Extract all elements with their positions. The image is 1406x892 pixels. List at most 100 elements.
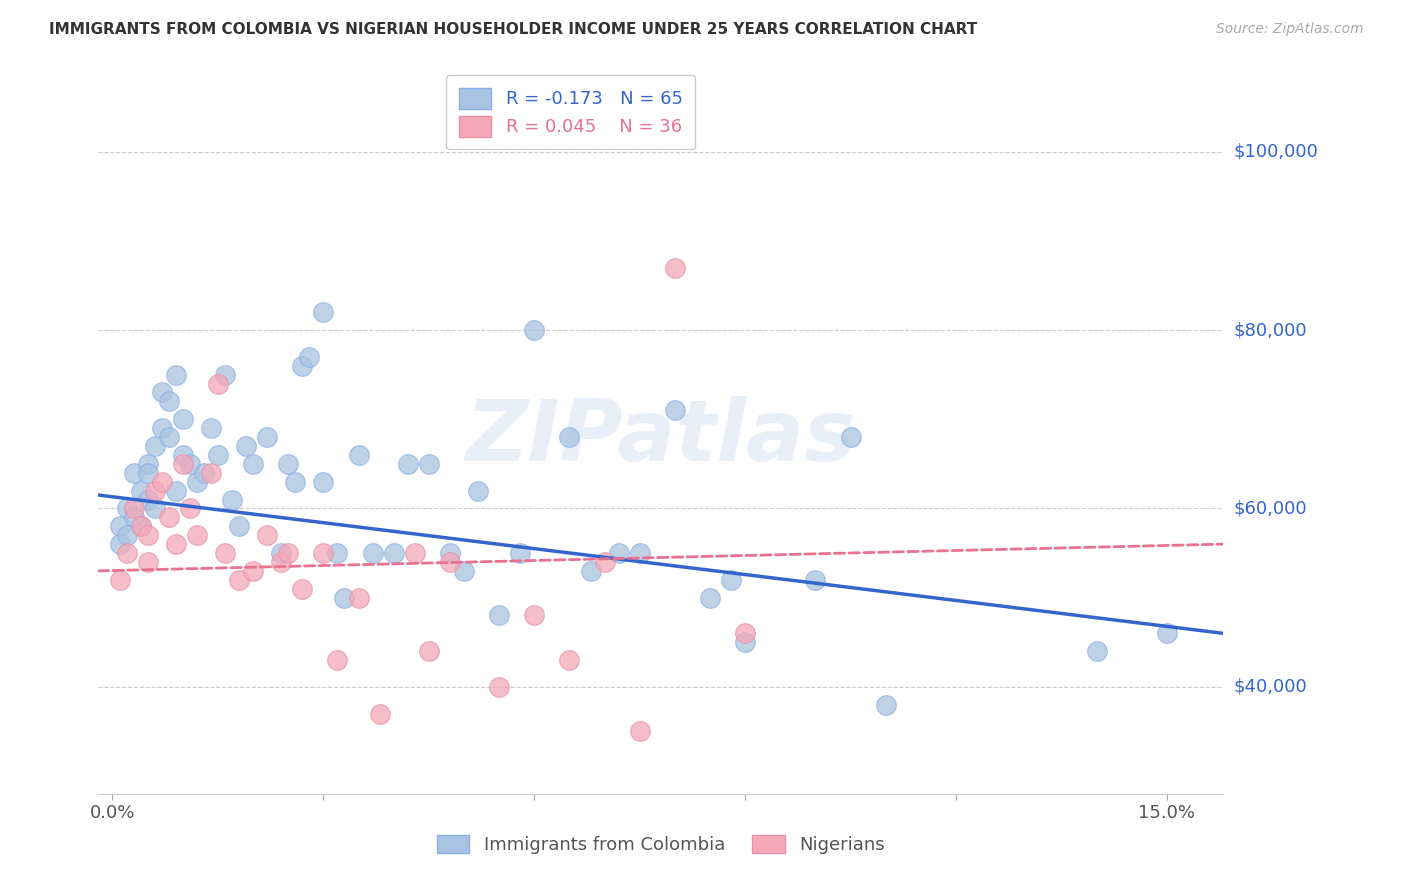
Point xyxy=(453,564,475,578)
Point xyxy=(172,412,194,426)
Point xyxy=(157,394,180,409)
Point xyxy=(607,546,630,560)
Point xyxy=(129,519,152,533)
Point xyxy=(122,466,145,480)
Point xyxy=(179,501,201,516)
Point xyxy=(136,457,159,471)
Point xyxy=(207,448,229,462)
Point xyxy=(115,528,138,542)
Point xyxy=(664,403,686,417)
Legend: Immigrants from Colombia, Nigerians: Immigrants from Colombia, Nigerians xyxy=(427,826,894,863)
Point xyxy=(1156,626,1178,640)
Point xyxy=(242,564,264,578)
Point xyxy=(256,430,278,444)
Point xyxy=(418,644,440,658)
Point xyxy=(270,546,292,560)
Point xyxy=(172,448,194,462)
Point xyxy=(136,555,159,569)
Point xyxy=(136,528,159,542)
Point xyxy=(277,457,299,471)
Point xyxy=(361,546,384,560)
Point xyxy=(579,564,602,578)
Text: Source: ZipAtlas.com: Source: ZipAtlas.com xyxy=(1216,22,1364,37)
Point xyxy=(157,510,180,524)
Point xyxy=(488,680,510,694)
Point xyxy=(136,492,159,507)
Point xyxy=(312,475,335,489)
Point xyxy=(347,591,370,605)
Point xyxy=(875,698,897,712)
Point xyxy=(284,475,307,489)
Point xyxy=(165,483,187,498)
Point xyxy=(122,510,145,524)
Point xyxy=(221,492,243,507)
Point xyxy=(143,439,166,453)
Point xyxy=(347,448,370,462)
Point xyxy=(298,350,321,364)
Point xyxy=(165,368,187,382)
Point xyxy=(150,421,173,435)
Point xyxy=(165,537,187,551)
Point xyxy=(467,483,489,498)
Point xyxy=(291,582,314,596)
Point xyxy=(396,457,419,471)
Point xyxy=(157,430,180,444)
Point xyxy=(839,430,862,444)
Point xyxy=(439,546,461,560)
Point xyxy=(488,608,510,623)
Point xyxy=(734,626,756,640)
Point xyxy=(115,501,138,516)
Text: ZIPatlas: ZIPatlas xyxy=(465,395,856,479)
Text: $60,000: $60,000 xyxy=(1234,500,1308,517)
Point xyxy=(150,475,173,489)
Point xyxy=(312,305,335,319)
Point xyxy=(558,430,581,444)
Point xyxy=(108,537,131,551)
Text: IMMIGRANTS FROM COLOMBIA VS NIGERIAN HOUSEHOLDER INCOME UNDER 25 YEARS CORRELATI: IMMIGRANTS FROM COLOMBIA VS NIGERIAN HOU… xyxy=(49,22,977,37)
Point xyxy=(108,573,131,587)
Point xyxy=(720,573,742,587)
Point xyxy=(291,359,314,373)
Point xyxy=(172,457,194,471)
Point xyxy=(404,546,426,560)
Point xyxy=(242,457,264,471)
Point xyxy=(214,546,236,560)
Point xyxy=(143,483,166,498)
Point xyxy=(129,483,152,498)
Text: $80,000: $80,000 xyxy=(1234,321,1308,339)
Point xyxy=(256,528,278,542)
Point xyxy=(1085,644,1108,658)
Point xyxy=(326,653,349,667)
Point xyxy=(214,368,236,382)
Point xyxy=(200,466,222,480)
Point xyxy=(509,546,531,560)
Point xyxy=(277,546,299,560)
Point xyxy=(333,591,356,605)
Point xyxy=(664,260,686,275)
Point xyxy=(136,466,159,480)
Point xyxy=(628,724,651,739)
Point xyxy=(418,457,440,471)
Point xyxy=(200,421,222,435)
Point xyxy=(439,555,461,569)
Point xyxy=(228,573,250,587)
Point xyxy=(115,546,138,560)
Point xyxy=(326,546,349,560)
Point xyxy=(122,501,145,516)
Point xyxy=(699,591,721,605)
Point xyxy=(734,635,756,649)
Point xyxy=(804,573,827,587)
Point xyxy=(186,528,208,542)
Point xyxy=(129,519,152,533)
Point xyxy=(235,439,257,453)
Point xyxy=(207,376,229,391)
Text: $100,000: $100,000 xyxy=(1234,143,1319,161)
Point xyxy=(186,475,208,489)
Point xyxy=(228,519,250,533)
Point xyxy=(108,519,131,533)
Point xyxy=(382,546,405,560)
Point xyxy=(523,323,546,337)
Point xyxy=(179,457,201,471)
Text: $40,000: $40,000 xyxy=(1234,678,1308,696)
Point xyxy=(143,501,166,516)
